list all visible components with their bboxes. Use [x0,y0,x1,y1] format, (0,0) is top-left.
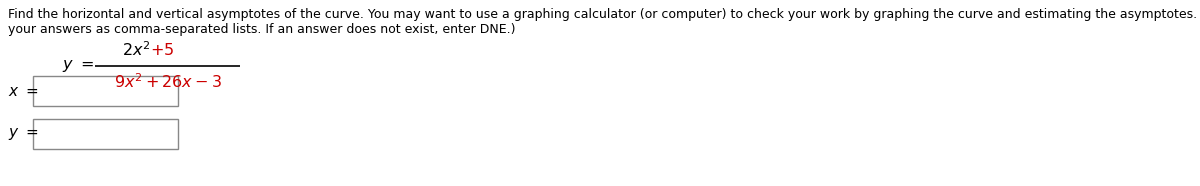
Text: $9x^2 + 26x - 3$: $9x^2 + 26x - 3$ [114,73,222,91]
Text: Find the horizontal and vertical asymptotes of the curve. You may want to use a : Find the horizontal and vertical asympto… [8,8,1200,21]
Text: $y\ =$: $y\ =$ [62,58,94,74]
Text: $ + 5$: $ + 5$ [150,42,174,58]
Bar [34,76,178,106]
Text: your answers as comma-separated lists. If an answer does not exist, enter DNE.): your answers as comma-separated lists. I… [8,23,516,36]
Text: $y\ =$: $y\ =$ [8,126,38,142]
Text: $x\ =$: $x\ =$ [8,84,38,99]
Text: $2x^2$: $2x^2$ [121,41,150,59]
Bar [34,119,178,149]
